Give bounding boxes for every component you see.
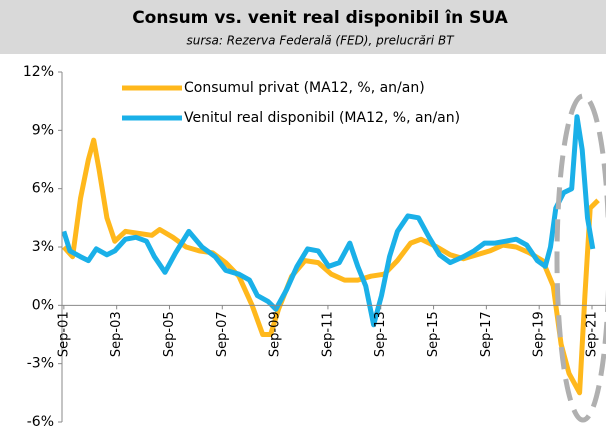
chart-title: Consum vs. venit real disponibil în SUA bbox=[132, 8, 508, 28]
y-tick-label: 9% bbox=[32, 122, 54, 138]
x-tick-label: Sep-11 bbox=[320, 311, 335, 357]
x-tick-label: Sep-09 bbox=[268, 311, 283, 357]
legend-label: Venitul real disponibil (MA12, %, an/an) bbox=[184, 110, 460, 126]
x-tick-label: Sep-21 bbox=[585, 311, 600, 357]
x-tick-label: Sep-01 bbox=[56, 311, 71, 357]
x-tick-label: Sep-15 bbox=[426, 311, 441, 357]
y-tick-label: 6% bbox=[32, 181, 54, 197]
x-tick-label: Sep-13 bbox=[373, 311, 388, 357]
y-tick-label: 12% bbox=[23, 64, 54, 80]
x-tick-label: Sep-03 bbox=[109, 311, 124, 357]
x-tick-label: Sep-17 bbox=[479, 311, 494, 357]
chart-subtitle: sursa: Rezerva Federală (FED), prelucrăr… bbox=[186, 34, 455, 48]
highlight-ellipse bbox=[554, 93, 606, 423]
legend-label: Consumul privat (MA12, %, an/an) bbox=[184, 80, 425, 96]
series-line bbox=[61, 114, 596, 328]
y-tick-label: -6% bbox=[27, 414, 54, 426]
y-tick-label: 0% bbox=[32, 297, 54, 313]
y-tick-label: -3% bbox=[27, 356, 54, 372]
title-bar bbox=[0, 0, 606, 54]
x-tick-label: Sep-07 bbox=[215, 311, 230, 357]
x-tick-label: Sep-19 bbox=[532, 311, 547, 357]
x-tick-label: Sep-05 bbox=[162, 311, 177, 357]
y-tick-label: 3% bbox=[32, 239, 54, 255]
